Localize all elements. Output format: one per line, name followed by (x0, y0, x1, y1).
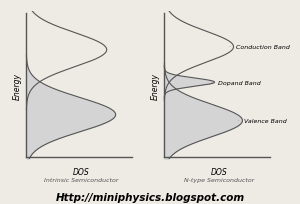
Text: Energy: Energy (151, 72, 160, 99)
Text: Dopand Band: Dopand Band (212, 80, 260, 85)
Text: DOS: DOS (73, 167, 89, 176)
Text: Conduction Band: Conduction Band (230, 45, 290, 50)
Text: N-type Semiconductor: N-type Semiconductor (184, 177, 254, 182)
Text: Valence Band: Valence Band (238, 119, 287, 123)
Text: Energy: Energy (13, 72, 22, 99)
Text: Intrinsic Semiconductor: Intrinsic Semiconductor (44, 177, 118, 182)
Text: DOS: DOS (211, 167, 227, 176)
Text: Http://miniphysics.blogspot.com: Http://miniphysics.blogspot.com (56, 192, 244, 202)
